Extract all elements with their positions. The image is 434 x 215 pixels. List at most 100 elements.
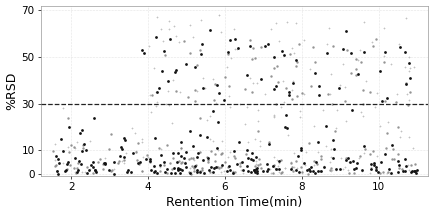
Point — [231, 47, 238, 51]
Point — [156, 146, 163, 149]
Point — [209, 109, 216, 112]
Point — [162, 54, 169, 57]
Point — [245, 141, 252, 144]
Point — [178, 146, 184, 149]
Point — [220, 169, 227, 173]
Point — [211, 83, 218, 86]
Point — [326, 168, 333, 172]
Point — [319, 109, 326, 112]
Point — [252, 160, 259, 163]
Point — [325, 92, 332, 95]
Point — [409, 147, 416, 150]
Point — [108, 169, 115, 172]
Point — [66, 150, 73, 154]
Point — [73, 167, 80, 170]
Point — [196, 151, 203, 154]
Point — [207, 149, 214, 153]
Point — [59, 161, 66, 165]
Point — [305, 172, 312, 175]
Point — [65, 161, 72, 164]
Point — [215, 149, 222, 152]
Point — [242, 122, 249, 125]
Point — [372, 165, 379, 169]
Point — [368, 40, 375, 44]
Point — [395, 170, 402, 173]
Point — [176, 40, 183, 44]
Point — [253, 167, 260, 170]
Point — [224, 165, 231, 169]
Point — [289, 88, 296, 91]
Point — [283, 126, 290, 129]
Point — [141, 52, 148, 55]
Point — [265, 42, 272, 45]
Point — [191, 165, 197, 169]
X-axis label: Rentention Time(min): Rentention Time(min) — [167, 197, 302, 209]
Point — [172, 34, 179, 38]
Point — [59, 149, 66, 152]
Point — [67, 164, 74, 167]
Point — [139, 137, 146, 140]
Point — [294, 95, 301, 98]
Point — [174, 166, 181, 169]
Point — [366, 152, 373, 156]
Point — [344, 168, 351, 171]
Point — [151, 164, 158, 167]
Point — [312, 60, 319, 63]
Point — [154, 100, 161, 104]
Point — [326, 160, 333, 164]
Point — [240, 169, 247, 172]
Point — [227, 168, 233, 172]
Point — [376, 172, 383, 175]
Point — [372, 168, 379, 171]
Point — [95, 161, 102, 164]
Point — [244, 164, 251, 167]
Point — [237, 164, 244, 168]
Point — [53, 169, 60, 173]
Point — [198, 19, 205, 22]
Point — [207, 170, 214, 174]
Point — [142, 158, 149, 161]
Point — [381, 50, 388, 54]
Point — [243, 149, 250, 152]
Point — [177, 140, 184, 144]
Point — [205, 158, 212, 161]
Point — [266, 140, 273, 144]
Point — [247, 44, 253, 47]
Point — [400, 170, 407, 173]
Point — [254, 171, 261, 175]
Point — [202, 86, 209, 89]
Point — [241, 87, 248, 90]
Point — [289, 97, 296, 101]
Point — [402, 164, 409, 167]
Point — [336, 168, 343, 171]
Point — [357, 111, 364, 114]
Point — [329, 169, 335, 172]
Point — [138, 169, 145, 172]
Point — [249, 90, 256, 94]
Point — [213, 165, 220, 169]
Point — [310, 45, 317, 49]
Point — [274, 159, 281, 162]
Point — [144, 154, 151, 157]
Point — [310, 169, 317, 173]
Point — [249, 151, 256, 154]
Point — [188, 157, 195, 160]
Point — [80, 142, 87, 146]
Point — [161, 49, 168, 52]
Point — [255, 157, 262, 161]
Point — [270, 87, 277, 90]
Point — [358, 169, 365, 172]
Point — [297, 165, 304, 169]
Point — [287, 168, 294, 171]
Point — [224, 65, 230, 68]
Point — [214, 165, 220, 169]
Point — [225, 51, 232, 54]
Point — [290, 151, 297, 154]
Point — [231, 37, 238, 40]
Point — [296, 170, 302, 174]
Point — [372, 37, 379, 40]
Point — [380, 171, 387, 174]
Point — [274, 165, 281, 168]
Point — [193, 64, 200, 67]
Y-axis label: %RSD: %RSD — [6, 72, 19, 110]
